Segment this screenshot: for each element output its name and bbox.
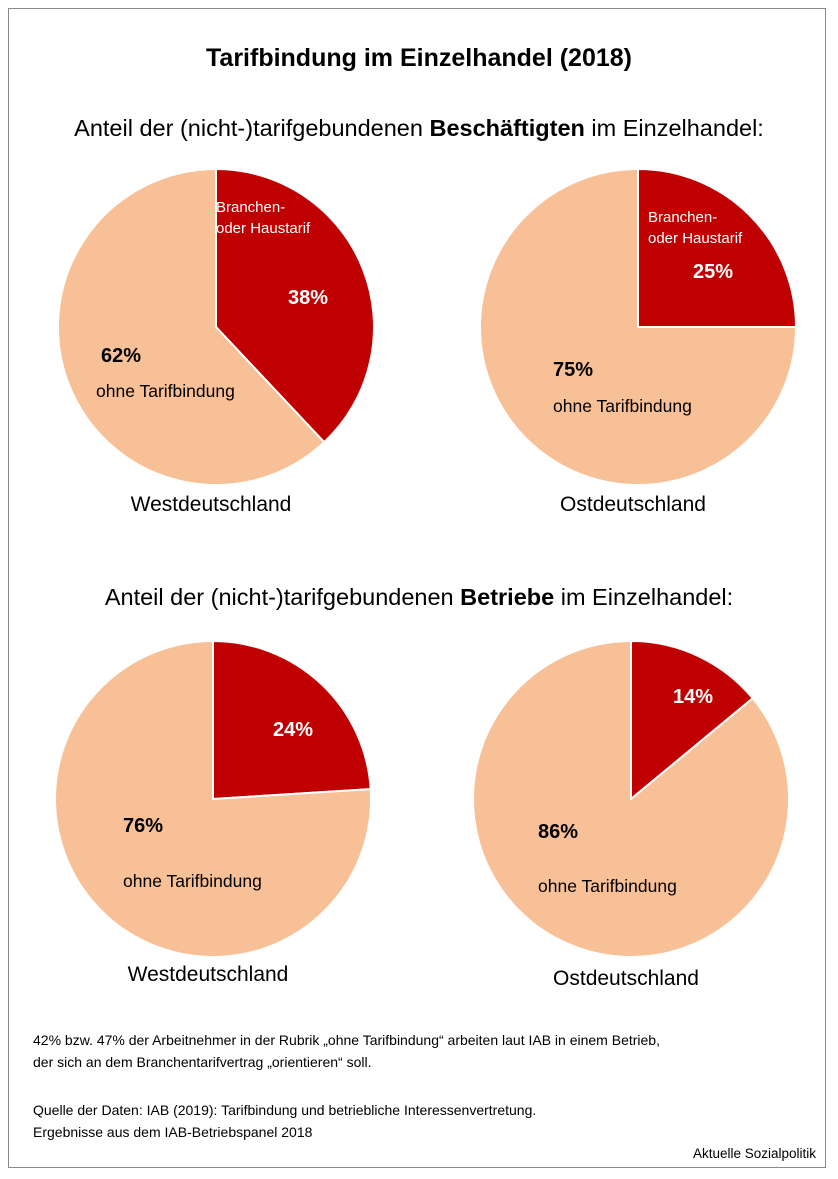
pie-slice-ohne: [479, 168, 797, 486]
slice-value-ohne: 86%: [538, 821, 579, 843]
slice-label-ohne: ohne Tarifbindung: [96, 381, 235, 401]
slice-value-ohne: 76%: [123, 815, 164, 837]
pie-slice-ohne: [54, 640, 372, 958]
slice-label-ohne: ohne Tarifbindung: [538, 876, 677, 896]
pie-slice-tarif: [630, 640, 754, 800]
footnote-line-1: 42% bzw. 47% der Arbeitnehmer in der Rub…: [33, 1032, 660, 1048]
source-line-2: Ergebnisse aus dem IAB-Betriebspanel 201…: [33, 1124, 313, 1140]
region-label: Ostdeutschland: [560, 493, 706, 516]
region-label: Westdeutschland: [130, 493, 292, 516]
pie-slice-ohne: [472, 640, 790, 958]
slice-value-tarif: 14%: [673, 686, 714, 708]
section-title-bold: Betriebe: [460, 584, 555, 610]
region-label: Westdeutschland: [127, 963, 289, 986]
pie-slice-tarif: [212, 640, 372, 800]
section-title-betriebe: Anteil der (nicht-)tarifgebundenen Betri…: [0, 584, 838, 611]
pie-slice-ohne: [57, 168, 326, 486]
region-label: Ostdeutschland: [553, 967, 699, 990]
figure-frame: [8, 8, 826, 1168]
slice-value-tarif: 24%: [273, 719, 314, 741]
section-title-prefix: Anteil der (nicht-)tarifgebundenen: [104, 584, 461, 610]
footnote-line-2: der sich an dem Branchentarifvertrag „or…: [33, 1054, 372, 1070]
slice-value-tarif: 38%: [288, 287, 329, 309]
slice-label-tarif: Branchen- oder Haustarif: [216, 199, 311, 237]
credit: Aktuelle Sozialpolitik: [692, 1146, 816, 1161]
figure-title: Tarifbindung im Einzelhandel (2018): [206, 44, 632, 72]
section-title-bold: Beschäftigten: [429, 115, 585, 141]
section-title-beschaeftigte: Anteil der (nicht-)tarifgebundenen Besch…: [0, 115, 838, 142]
pie-slice-tarif: [215, 168, 375, 444]
slice-value-ohne: 62%: [101, 345, 142, 367]
slice-label-ohne: ohne Tarifbindung: [123, 871, 262, 891]
pie-slice-tarif: [637, 168, 797, 328]
slice-label-ohne: ohne Tarifbindung: [553, 396, 692, 416]
slice-value-tarif: 25%: [693, 261, 734, 283]
slice-label-tarif: Branchen- oder Haustarif: [648, 209, 743, 247]
section-title-prefix: Anteil der (nicht-)tarifgebundenen: [74, 115, 430, 141]
source-line-1: Quelle der Daten: IAB (2019): Tarifbindu…: [33, 1102, 537, 1118]
slice-value-ohne: 75%: [553, 359, 594, 381]
section-title-suffix: im Einzelhandel:: [554, 584, 734, 610]
section-title-suffix: im Einzelhandel:: [584, 115, 764, 141]
